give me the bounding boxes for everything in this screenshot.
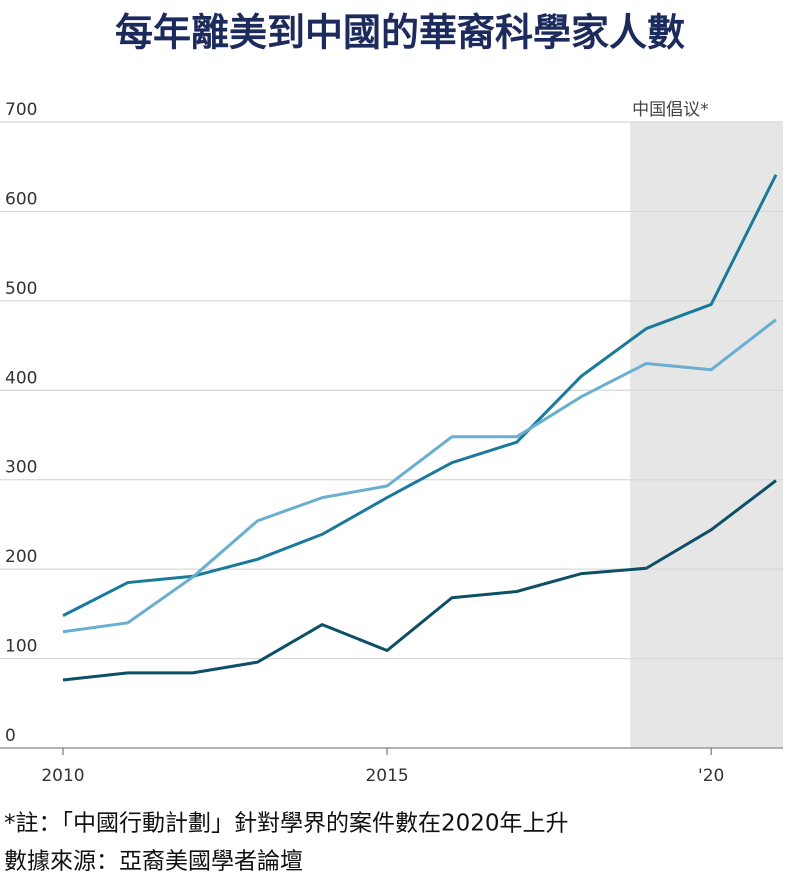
source-note: 數據來源：亞裔美國學者論壇: [4, 849, 303, 875]
y-tick-label: 200: [5, 547, 37, 567]
y-tick-label: 700: [5, 100, 37, 120]
y-tick-label: 400: [5, 368, 37, 388]
y-tick-label: 0: [5, 726, 16, 746]
y-tick-label: 300: [5, 458, 37, 478]
x-tick-label: 2015: [365, 766, 408, 786]
data-line: [62, 174, 778, 617]
y-tick-label: 100: [5, 637, 37, 657]
highlight-label: 中国倡议*: [632, 100, 709, 120]
y-tick-label: 500: [5, 279, 37, 299]
x-tick-label: '20: [698, 766, 724, 786]
footnote: *註：「中國行動計劃」針對學界的案件數在2020年上升: [4, 811, 569, 837]
data-line: [62, 318, 777, 634]
chart-title: 每年離美到中國的華裔科學家人數: [115, 10, 685, 55]
highlight-region: [630, 122, 783, 748]
data-line: [62, 479, 777, 682]
x-tick-label: 2010: [41, 766, 84, 786]
y-tick-label: 600: [5, 189, 37, 209]
